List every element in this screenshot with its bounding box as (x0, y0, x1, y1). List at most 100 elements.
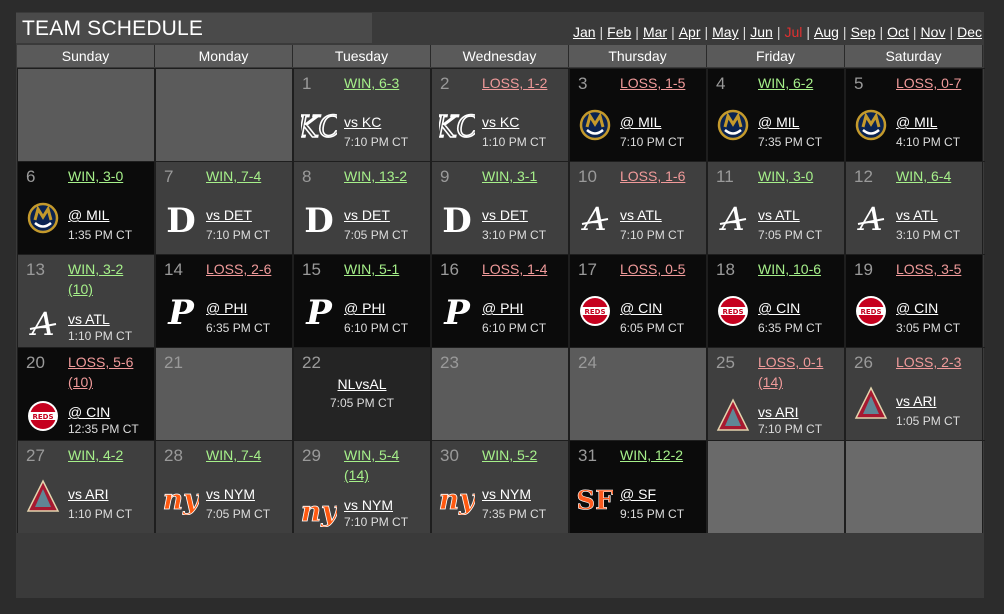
game-cell-day-27[interactable]: 27 WIN, 4-2 vs ARI 1:10 PM CT (17, 441, 155, 533)
game-result-link[interactable]: WIN, 3-0 (758, 168, 814, 184)
game-result-link[interactable]: WIN, 6-4 (896, 168, 952, 184)
month-link-aug[interactable]: Aug (814, 24, 839, 40)
game-cell-day-19[interactable]: 19 LOSS, 3-5 REDS @ CIN 3:05 PM CT (845, 255, 983, 347)
game-cell-day-17[interactable]: 17 LOSS, 0-5 REDS @ CIN 6:05 PM CT (569, 255, 707, 347)
opponent-link[interactable]: vs ARI (68, 486, 109, 502)
month-separator: | (912, 24, 917, 40)
game-cell-day-2[interactable]: 2 LOSS, 1-2 KC vs KC 1:10 PM CT (431, 69, 569, 161)
game-result-link[interactable]: LOSS, 0-1 (14) (758, 354, 824, 390)
game-cell-day-30[interactable]: 30 WIN, 5-2 ny vs NYM 7:35 PM CT (431, 441, 569, 533)
game-cell-day-6[interactable]: 6 WIN, 3-0 @ MIL 1:35 PM CT (17, 162, 155, 254)
opponent-link[interactable]: vs ATL (896, 207, 938, 223)
game-result-link[interactable]: WIN, 13-2 (344, 168, 408, 184)
game-result-link[interactable]: WIN, 4-2 (68, 447, 124, 463)
game-result-link[interactable]: LOSS, 1-5 (620, 75, 686, 91)
month-link-oct[interactable]: Oct (887, 24, 909, 40)
opponent-link[interactable]: @ MIL (620, 114, 662, 130)
game-result-link[interactable]: WIN, 5-1 (344, 261, 400, 277)
month-nav: Jan | Feb | Mar | Apr | May | Jun | Jul | Aug | Sep | Oct |… (573, 24, 982, 40)
game-result-link[interactable]: LOSS, 1-6 (620, 168, 686, 184)
opponent-link[interactable]: vs DET (206, 207, 252, 223)
opponent-link[interactable]: @ CIN (896, 300, 939, 316)
game-cell-day-4[interactable]: 4 WIN, 6-2 @ MIL 7:35 PM CT (707, 69, 845, 161)
game-cell-day-1[interactable]: 1 WIN, 6-3 KC vs KC 7:10 PM CT (293, 69, 431, 161)
game-cell-day-15[interactable]: 15 WIN, 5-1 P @ PHI 6:10 PM CT (293, 255, 431, 347)
diamondbacks-logo-icon (853, 386, 889, 422)
all-star-game-cell[interactable]: 22 NLvsAL 7:05 PM CT (293, 348, 431, 440)
opponent-link[interactable]: vs KC (482, 114, 520, 130)
game-result-link[interactable]: LOSS, 1-4 (482, 261, 548, 277)
game-result-link[interactable]: LOSS, 5-6 (10) (68, 354, 134, 390)
opponent-link[interactable]: vs NYM (482, 486, 531, 502)
game-result-link[interactable]: WIN, 5-4 (14) (344, 447, 400, 483)
game-result-link[interactable]: WIN, 6-3 (344, 75, 400, 91)
month-link-nov[interactable]: Nov (920, 24, 946, 40)
month-link-jan[interactable]: Jan (572, 24, 596, 40)
opponent-link[interactable]: vs DET (344, 207, 390, 223)
day-number: 16 (440, 260, 459, 279)
opponent-link[interactable]: @ PHI (482, 300, 524, 316)
month-link-sep[interactable]: Sep (850, 24, 876, 40)
month-link-mar[interactable]: Mar (642, 24, 668, 40)
opponent-link[interactable]: @ MIL (68, 207, 110, 223)
opponent-link[interactable]: vs NYM (206, 486, 255, 502)
game-cell-day-5[interactable]: 5 LOSS, 0-7 @ MIL 4:10 PM CT (845, 69, 983, 161)
game-result-link[interactable]: LOSS, 0-7 (896, 75, 962, 91)
month-link-apr[interactable]: Apr (678, 24, 701, 40)
weekday-thursday: Thursday (569, 45, 707, 67)
month-link-may[interactable]: May (712, 24, 739, 40)
game-result-link[interactable]: LOSS, 3-5 (896, 261, 962, 277)
opponent-link[interactable]: @ MIL (896, 114, 938, 130)
game-result-link[interactable]: WIN, 5-2 (482, 447, 538, 463)
opponent-link[interactable]: @ CIN (68, 404, 111, 420)
opponent-link[interactable]: vs ATL (758, 207, 800, 223)
opponent-link[interactable]: vs ARI (896, 393, 937, 409)
game-result-link[interactable]: WIN, 3-0 (68, 168, 124, 184)
game-result-link[interactable]: LOSS, 0-5 (620, 261, 686, 277)
game-cell-day-29[interactable]: 29 WIN, 5-4 (14) ny vs NYM 7:10 PM CT (293, 441, 431, 533)
game-result-link[interactable]: LOSS, 2-6 (206, 261, 272, 277)
opponent-link[interactable]: @ MIL (758, 114, 800, 130)
opponent-link[interactable]: vs ARI (758, 404, 799, 420)
game-result-link[interactable]: WIN, 3-2 (10) (68, 261, 124, 297)
game-cell-day-25[interactable]: 25 LOSS, 0-1 (14) vs ARI 7:10 PM CT (707, 348, 845, 440)
game-result-link[interactable]: WIN, 10-6 (758, 261, 822, 277)
opponent-link[interactable]: @ CIN (758, 300, 801, 316)
game-cell-day-31[interactable]: 31 WIN, 12-2 SF @ SF 9:15 PM CT (569, 441, 707, 533)
opponent-link[interactable]: @ SF (620, 486, 656, 502)
game-result-link[interactable]: WIN, 7-4 (206, 447, 262, 463)
opponent-link[interactable]: @ CIN (620, 300, 663, 316)
game-result-link[interactable]: WIN, 3-1 (482, 168, 538, 184)
game-cell-day-16[interactable]: 16 LOSS, 1-4 P @ PHI 6:10 PM CT (431, 255, 569, 347)
opponent-link[interactable]: @ PHI (344, 300, 386, 316)
opponent-link[interactable]: vs NYM (344, 497, 393, 513)
game-result-link[interactable]: LOSS, 2-3 (896, 354, 962, 370)
month-link-feb[interactable]: Feb (607, 24, 632, 40)
opponent-link[interactable]: vs DET (482, 207, 528, 223)
opponent-link[interactable]: vs ATL (68, 311, 110, 327)
game-cell-day-28[interactable]: 28 WIN, 7-4 ny vs NYM 7:05 PM CT (155, 441, 293, 533)
all-star-game-link[interactable]: NLvsAL (337, 376, 387, 392)
game-cell-day-26[interactable]: 26 LOSS, 2-3 vs ARI 1:05 PM CT (845, 348, 983, 440)
opponent-link[interactable]: vs ATL (620, 207, 662, 223)
game-cell-day-20[interactable]: 20 LOSS, 5-6 (10) REDS @ CIN 12:35 PM CT (17, 348, 155, 440)
opponent-link[interactable]: vs KC (344, 114, 382, 130)
game-cell-day-14[interactable]: 14 LOSS, 2-6 P @ PHI 6:35 PM CT (155, 255, 293, 347)
month-link-jun[interactable]: Jun (750, 24, 773, 40)
game-result-link[interactable]: LOSS, 1-2 (482, 75, 548, 91)
game-cell-day-18[interactable]: 18 WIN, 10-6 REDS @ CIN 6:35 PM CT (707, 255, 845, 347)
game-result-link[interactable]: WIN, 6-2 (758, 75, 814, 91)
month-link-dec[interactable]: Dec (957, 24, 982, 40)
game-result-link[interactable]: WIN, 7-4 (206, 168, 262, 184)
opponent-link[interactable]: @ PHI (206, 300, 248, 316)
game-time: 1:10 PM CT (68, 329, 133, 343)
game-cell-day-3[interactable]: 3 LOSS, 1-5 @ MIL 7:10 PM CT (569, 69, 707, 161)
game-result-link[interactable]: WIN, 12-2 (620, 447, 684, 463)
